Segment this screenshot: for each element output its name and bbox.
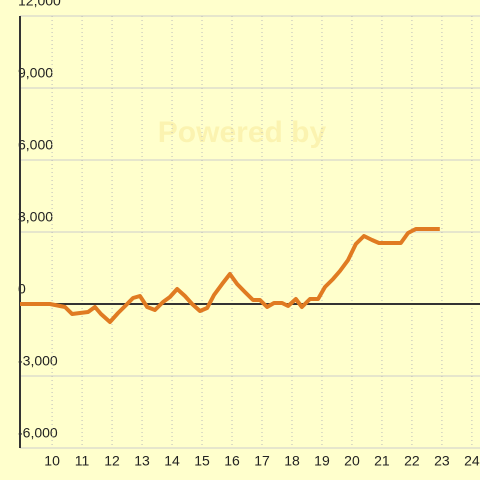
y-tick-label: 9,000: [18, 65, 53, 81]
x-tick-label: 20: [344, 453, 360, 469]
x-tick-label: 15: [194, 453, 210, 469]
x-tick-label: 14: [164, 453, 180, 469]
x-tick-label: 10: [44, 453, 60, 469]
y-tick-label: 0: [18, 281, 26, 297]
x-tick-label: 24: [464, 453, 480, 469]
x-tick-label: 16: [224, 453, 240, 469]
x-tick-label: 17: [254, 453, 270, 469]
y-tick-label: -6,000: [18, 425, 58, 441]
x-tick-label: 13: [134, 453, 150, 469]
y-tick-label: -3,000: [18, 353, 58, 369]
data-line: [20, 227, 440, 324]
watermark: Powered by: [158, 116, 327, 149]
x-tick-label: 19: [314, 453, 330, 469]
x-tick-label: 21: [374, 453, 390, 469]
y-tick-label: 12,000: [18, 0, 61, 9]
y-tick-label: 6,000: [18, 137, 53, 153]
x-tick-label: 12: [104, 453, 120, 469]
x-tick-label: 18: [284, 453, 300, 469]
x-tick-label: 11: [75, 453, 90, 469]
y-tick-label: 3,000: [18, 209, 53, 225]
x-tick-label: 23: [434, 453, 450, 469]
x-tick-label: 22: [404, 453, 420, 469]
